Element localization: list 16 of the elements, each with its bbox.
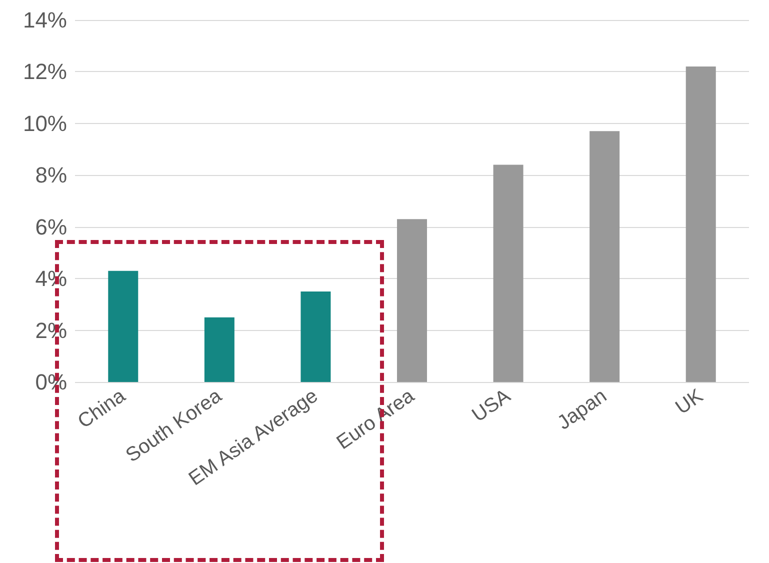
bar — [108, 270, 138, 382]
bar — [686, 66, 716, 382]
y-tick-label: 14% — [22, 8, 67, 32]
x-tick-label: China — [74, 384, 130, 434]
bar — [204, 317, 234, 382]
x-tick-label: USA — [468, 384, 516, 427]
y-tick-label: 0% — [35, 370, 67, 394]
y-tick-label: 8% — [35, 162, 67, 188]
bar — [300, 292, 331, 382]
y-tick-label: 12% — [22, 59, 67, 84]
bar — [397, 219, 427, 382]
y-tick-label: 6% — [35, 214, 67, 240]
y-tick-label: 10% — [22, 110, 67, 136]
bar — [590, 131, 620, 382]
bar — [493, 164, 524, 382]
x-tick-label: UK — [672, 384, 708, 419]
